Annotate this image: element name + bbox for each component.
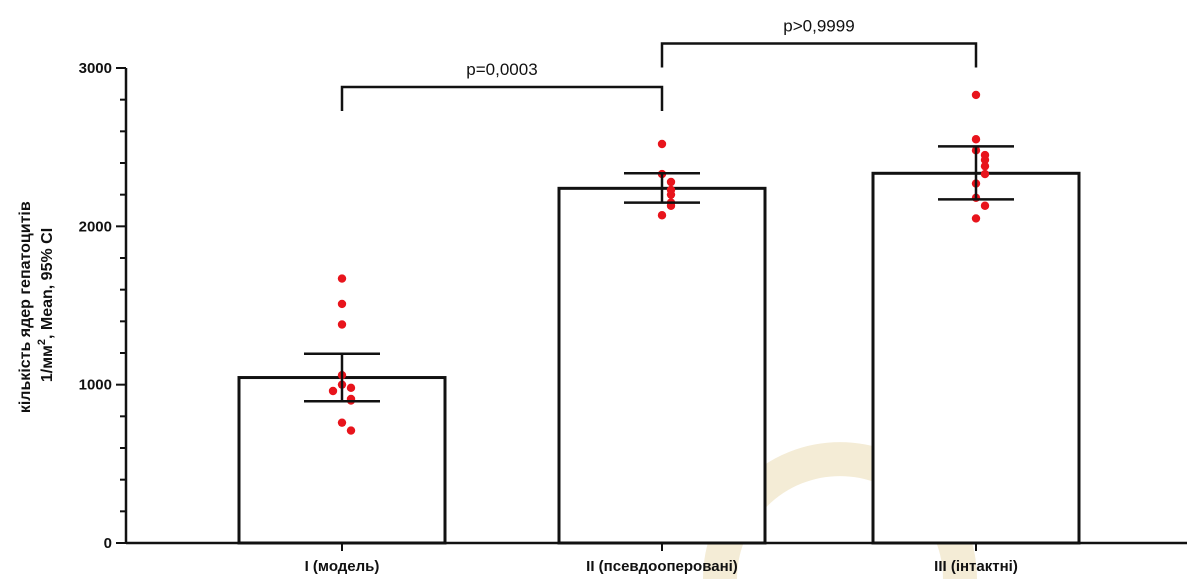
data-point — [666, 190, 676, 199]
data-point — [328, 386, 338, 396]
data-point — [980, 201, 990, 210]
p-value-label: p=0,0003 — [466, 60, 537, 79]
data-point — [346, 383, 356, 393]
data-point — [980, 161, 990, 171]
bar-2 — [557, 186, 767, 545]
y-tick-label: 1000 — [79, 377, 112, 394]
data-point — [657, 211, 667, 220]
data-point — [666, 177, 676, 187]
data-point — [337, 274, 347, 283]
x-category-label: II (псевдооперовані) — [586, 558, 738, 575]
data-point — [657, 139, 667, 149]
data-point — [980, 169, 990, 179]
y-tick-label: 3000 — [79, 60, 112, 77]
y-tick-label: 2000 — [79, 218, 112, 235]
data-point — [971, 90, 981, 100]
significance-bracket-2 — [660, 42, 978, 68]
y-axis-title: кількість ядер гепатоцитів 1/мм2, Mean, … — [17, 197, 56, 413]
data-point — [337, 320, 347, 329]
data-point — [980, 155, 990, 165]
data-point — [346, 426, 356, 435]
data-point — [971, 135, 981, 144]
y-tick-label: 0 — [104, 535, 112, 552]
data-point — [337, 299, 347, 309]
data-point — [971, 214, 981, 223]
bar-3 — [871, 171, 1081, 545]
y-axis-title-line2-post: , Mean, 95% CI — [39, 228, 56, 339]
y-axis-title-line2-sup: 2 — [36, 339, 48, 345]
x-category-label: I (модель) — [305, 558, 380, 575]
significance-bracket-1 — [340, 85, 664, 111]
y-axis-title-line1: кількість ядер гепатоцитів — [17, 201, 34, 413]
p-value-label: p>0,9999 — [783, 16, 854, 35]
y-axis-title-line2-pre: 1/мм — [39, 345, 56, 382]
x-category-label: III (інтактні) — [934, 558, 1018, 575]
data-point — [337, 418, 347, 427]
